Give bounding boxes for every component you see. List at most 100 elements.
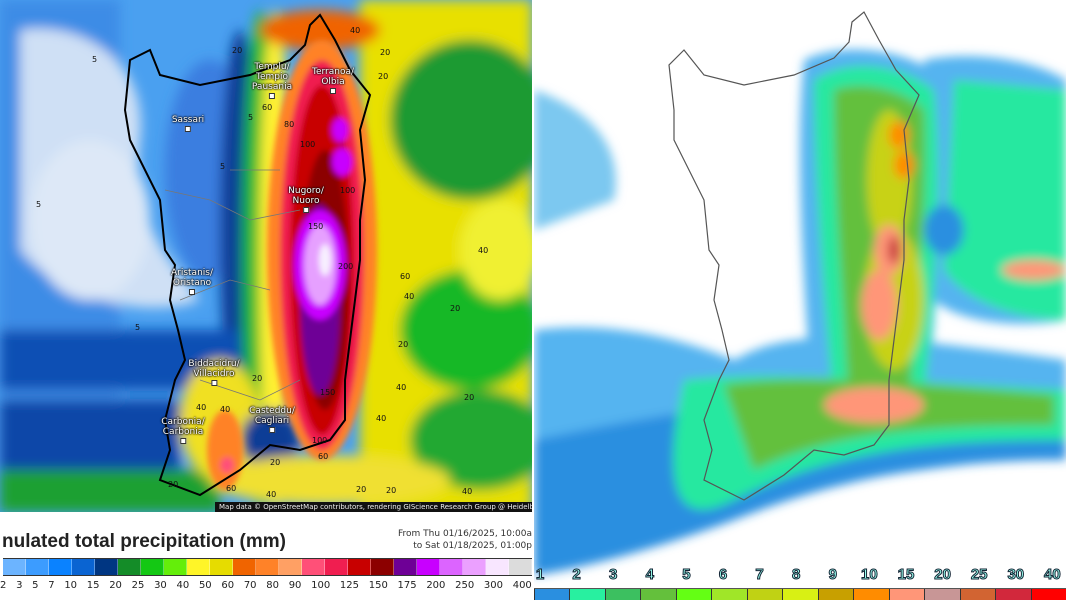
contour-label: 40 <box>266 490 277 499</box>
left-color-scale-ticks: 2 3 5 7 10 15 20 25 30 40 50 60 70 80 90 100 125 150 175 20… <box>0 580 532 591</box>
contour-label: 40 <box>196 403 207 412</box>
city-name: Templu/ Tempio Pausania <box>251 62 293 92</box>
color-swatch <box>233 559 256 575</box>
city-name: Terranoa/ Olbia <box>311 67 355 87</box>
contour-label: 20 <box>380 48 391 57</box>
color-swatch <box>782 589 818 600</box>
color-swatch <box>279 559 302 575</box>
contour-label: 20 <box>464 393 475 402</box>
city-label-olbia: Terranoa/ Olbia <box>312 67 354 94</box>
contour-label: 40 <box>220 405 231 414</box>
contour-label: 5 <box>248 113 254 122</box>
scale-tick-label: 90 <box>288 580 302 591</box>
scale-tick-label: 40 <box>176 580 190 591</box>
color-swatch <box>348 559 371 575</box>
contour-label: 80 <box>284 120 295 129</box>
contour-label: 20 <box>386 486 397 495</box>
scale-tick-label: 8 <box>791 566 801 584</box>
sardinia-coastline <box>123 13 372 497</box>
contour-label: 60 <box>318 452 329 461</box>
scale-tick-label: 6 <box>718 566 728 584</box>
contour-label: 60 <box>262 103 273 112</box>
city-marker <box>179 438 186 444</box>
scale-tick-label: 80 <box>266 580 279 591</box>
scale-tick-label: 400 <box>512 580 532 591</box>
scale-tick-label: 250 <box>455 580 475 591</box>
scale-tick-label: 30 <box>1007 566 1025 584</box>
scale-tick-label: 3 <box>16 580 23 591</box>
scale-tick-label: 70 <box>243 580 257 591</box>
color-swatch <box>486 559 509 575</box>
left-precipitation-map[interactable] <box>0 0 532 512</box>
legend-title: nulated total precipitation (mm) <box>2 531 286 552</box>
right-color-scale-bar <box>534 588 1066 600</box>
color-swatch <box>118 559 141 575</box>
color-swatch <box>417 559 440 575</box>
color-swatch <box>302 559 325 575</box>
scale-tick-label: 25 <box>131 580 145 591</box>
contour-label: 200 <box>338 262 354 271</box>
color-swatch <box>534 589 570 600</box>
color-swatch <box>711 589 747 600</box>
contour-label: 40 <box>462 487 473 496</box>
city-label-carbonia: Carbonia/ Carbonia <box>161 417 205 444</box>
color-swatch <box>26 559 49 575</box>
color-swatch <box>509 559 532 575</box>
scale-tick-label: 5 <box>682 566 691 584</box>
color-swatch <box>995 589 1031 600</box>
scale-tick-label: 7 <box>48 580 55 591</box>
contour-label: 20 <box>398 340 409 349</box>
city-marker <box>330 88 336 94</box>
scale-tick-label: 9 <box>828 566 837 584</box>
scale-tick-label: 20 <box>934 566 952 584</box>
scale-tick-label: 15 <box>897 566 915 584</box>
scale-tick-label: 10 <box>861 566 879 584</box>
city-label-oristano: Aristanis/ Oristano <box>171 268 213 295</box>
city-label-tempio: Templu/ Tempio Pausania <box>252 62 292 99</box>
scale-tick-label: 125 <box>339 580 360 591</box>
scale-tick-label: 25 <box>970 566 988 584</box>
color-swatch <box>3 559 26 575</box>
contour-label: 150 <box>308 222 324 231</box>
city-marker <box>268 93 275 99</box>
color-swatch <box>141 559 164 575</box>
contour-label: 150 <box>320 388 336 397</box>
scale-tick-label: 60 <box>221 580 235 591</box>
scale-tick-label: 175 <box>397 580 417 591</box>
color-swatch <box>1030 589 1066 600</box>
contour-label: 40 <box>478 246 489 255</box>
color-swatch <box>164 559 187 575</box>
contour-label: 40 <box>376 414 387 423</box>
scale-tick-label: 100 <box>311 580 331 591</box>
city-marker <box>269 427 275 433</box>
date-from: From Thu 01/16/2025, 10:00a <box>398 529 532 539</box>
color-swatch <box>746 589 783 600</box>
color-swatch <box>959 589 996 600</box>
right-precipitation-map-panel: 1 2 3 4 5 6 7 8 9 10 15 20 25 30 40 <box>534 0 1066 600</box>
color-swatch <box>569 589 605 600</box>
contour-label: 20 <box>252 374 263 383</box>
city-label-sassari: Sassari <box>172 115 204 132</box>
contour-label: 100 <box>300 140 316 149</box>
city-marker <box>302 207 309 213</box>
contour-label: 60 <box>400 272 411 281</box>
scale-tick-label: 4 <box>645 566 654 584</box>
contour-label: 20 <box>232 46 243 55</box>
scale-tick-label: 30 <box>154 580 167 591</box>
color-swatch <box>95 559 118 575</box>
city-name: Sassari <box>171 115 205 125</box>
contour-label: 20 <box>378 72 389 81</box>
city-label-cagliari: Casteddu/ Cagliari <box>249 406 295 433</box>
scale-tick-label: 2 <box>572 566 581 584</box>
scale-tick-label: 40 <box>1044 566 1062 584</box>
contour-label: 20 <box>168 480 179 489</box>
right-precipitation-map[interactable] <box>534 0 1066 588</box>
contour-label: 40 <box>396 383 407 392</box>
color-swatch <box>853 589 889 600</box>
contour-label: 100 <box>340 186 356 195</box>
scale-tick-label: 10 <box>64 580 78 591</box>
color-swatch <box>817 589 854 600</box>
color-swatch <box>210 559 233 575</box>
scale-tick-label: 150 <box>368 580 388 591</box>
city-name: Aristanis/ Oristano <box>170 268 214 288</box>
